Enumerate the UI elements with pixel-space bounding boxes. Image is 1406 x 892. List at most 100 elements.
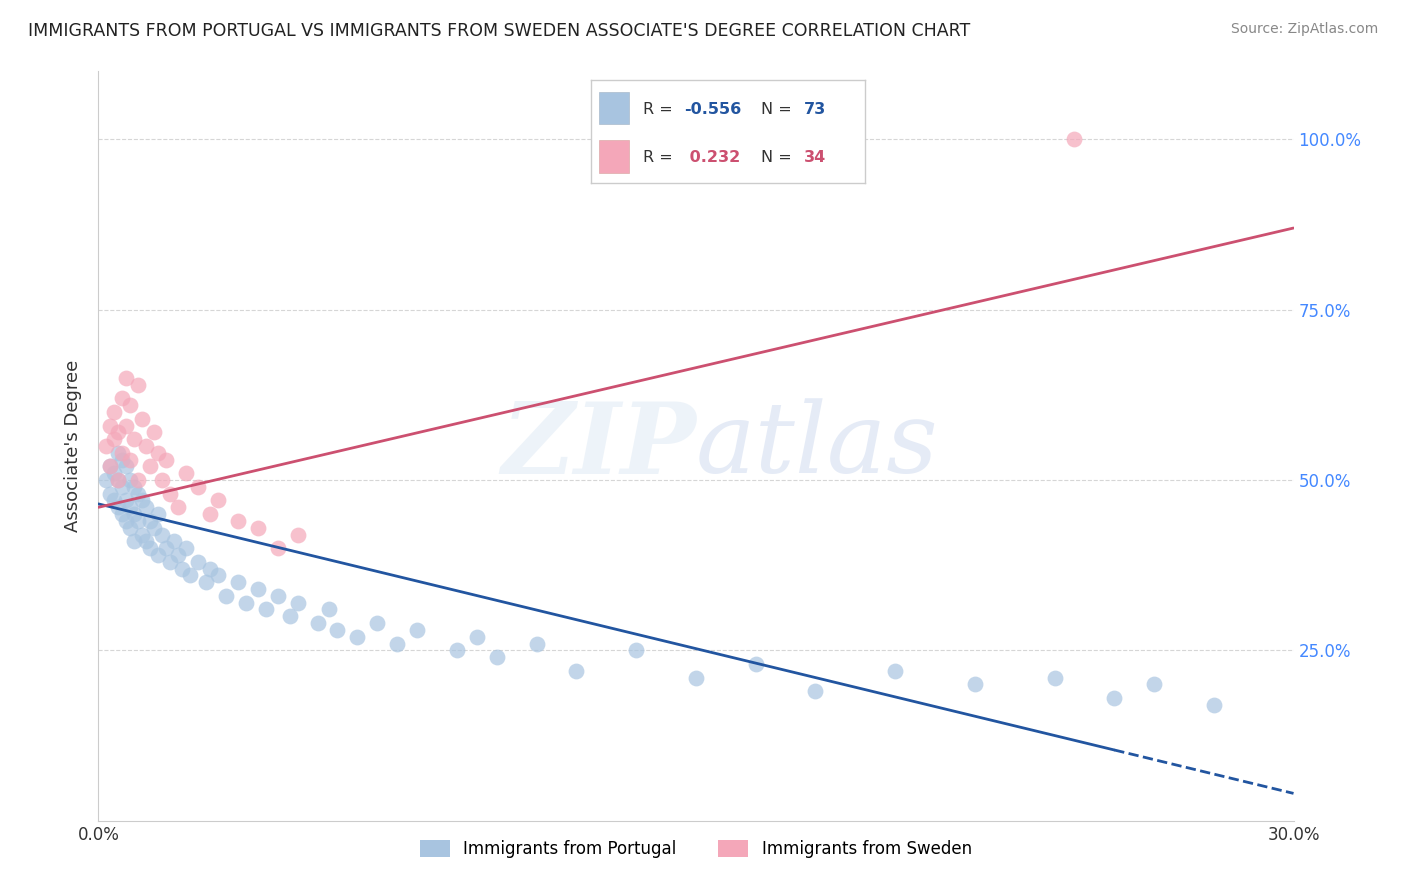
Point	[139, 514, 162, 528]
Point	[198, 561, 221, 575]
Point	[254, 602, 277, 616]
Text: 73: 73	[804, 102, 827, 117]
Point	[207, 493, 229, 508]
Point	[98, 459, 122, 474]
Point	[745, 657, 768, 671]
Point	[485, 650, 508, 665]
Point	[226, 514, 249, 528]
Point	[127, 377, 149, 392]
Point	[963, 677, 986, 691]
Point	[103, 493, 125, 508]
Point	[120, 452, 142, 467]
Point	[246, 521, 269, 535]
Text: N =: N =	[761, 150, 796, 165]
Point	[103, 432, 125, 446]
Point	[1063, 132, 1085, 146]
Text: 0.232: 0.232	[683, 150, 740, 165]
Point	[307, 616, 329, 631]
Point	[98, 418, 122, 433]
Point	[150, 527, 173, 541]
Bar	[599, 92, 628, 124]
Point	[1202, 698, 1225, 712]
Point	[111, 452, 134, 467]
Point	[148, 507, 170, 521]
Point	[115, 514, 138, 528]
Point	[124, 480, 146, 494]
Text: R =: R =	[643, 150, 682, 165]
Point	[804, 684, 827, 698]
Point	[318, 602, 340, 616]
Point	[287, 596, 309, 610]
Text: atlas: atlas	[696, 399, 939, 493]
Point	[167, 500, 190, 515]
Point	[287, 527, 309, 541]
Point	[155, 541, 177, 556]
Point	[267, 541, 290, 556]
Point	[107, 473, 129, 487]
Point	[120, 500, 142, 515]
Point	[135, 439, 157, 453]
Point	[155, 452, 177, 467]
Point	[131, 527, 153, 541]
Point	[103, 467, 125, 481]
Bar	[599, 140, 628, 173]
Point	[131, 493, 153, 508]
Point	[1143, 677, 1166, 691]
Point	[127, 514, 149, 528]
Point	[124, 432, 146, 446]
Point	[326, 623, 349, 637]
Point	[120, 521, 142, 535]
Point	[163, 534, 186, 549]
Point	[103, 405, 125, 419]
Point	[446, 643, 468, 657]
Point	[565, 664, 588, 678]
Point	[98, 459, 122, 474]
Point	[235, 596, 257, 610]
Point	[267, 589, 290, 603]
Point	[107, 446, 129, 460]
Point	[107, 425, 129, 440]
Point	[98, 486, 122, 500]
Point	[107, 500, 129, 515]
Point	[174, 541, 197, 556]
Point	[111, 446, 134, 460]
Point	[167, 548, 190, 562]
Point	[626, 643, 648, 657]
Point	[96, 439, 118, 453]
Text: IMMIGRANTS FROM PORTUGAL VS IMMIGRANTS FROM SWEDEN ASSOCIATE'S DEGREE CORRELATIO: IMMIGRANTS FROM PORTUGAL VS IMMIGRANTS F…	[28, 22, 970, 40]
Point	[526, 636, 548, 650]
Point	[346, 630, 368, 644]
Point	[366, 616, 388, 631]
Point	[127, 473, 149, 487]
Point	[131, 411, 153, 425]
Point	[135, 534, 157, 549]
Point	[120, 473, 142, 487]
Point	[198, 507, 221, 521]
Text: Source: ZipAtlas.com: Source: ZipAtlas.com	[1230, 22, 1378, 37]
Point	[172, 561, 194, 575]
Point	[115, 459, 138, 474]
Point	[187, 480, 209, 494]
Point	[174, 467, 197, 481]
Point	[150, 473, 173, 487]
Point	[406, 623, 429, 637]
Point	[187, 555, 209, 569]
Point	[124, 534, 146, 549]
Point	[111, 480, 134, 494]
Point	[246, 582, 269, 596]
Point	[111, 507, 134, 521]
Legend: Immigrants from Portugal, Immigrants from Sweden: Immigrants from Portugal, Immigrants fro…	[413, 833, 979, 864]
Point	[96, 473, 118, 487]
Text: R =: R =	[643, 102, 678, 117]
Point	[278, 609, 301, 624]
Text: ZIP: ZIP	[501, 398, 696, 494]
Point	[685, 671, 707, 685]
Point	[215, 589, 238, 603]
Point	[148, 446, 170, 460]
Point	[107, 473, 129, 487]
Point	[120, 398, 142, 412]
Point	[195, 575, 218, 590]
Text: -0.556: -0.556	[683, 102, 741, 117]
Point	[115, 371, 138, 385]
Point	[179, 568, 201, 582]
